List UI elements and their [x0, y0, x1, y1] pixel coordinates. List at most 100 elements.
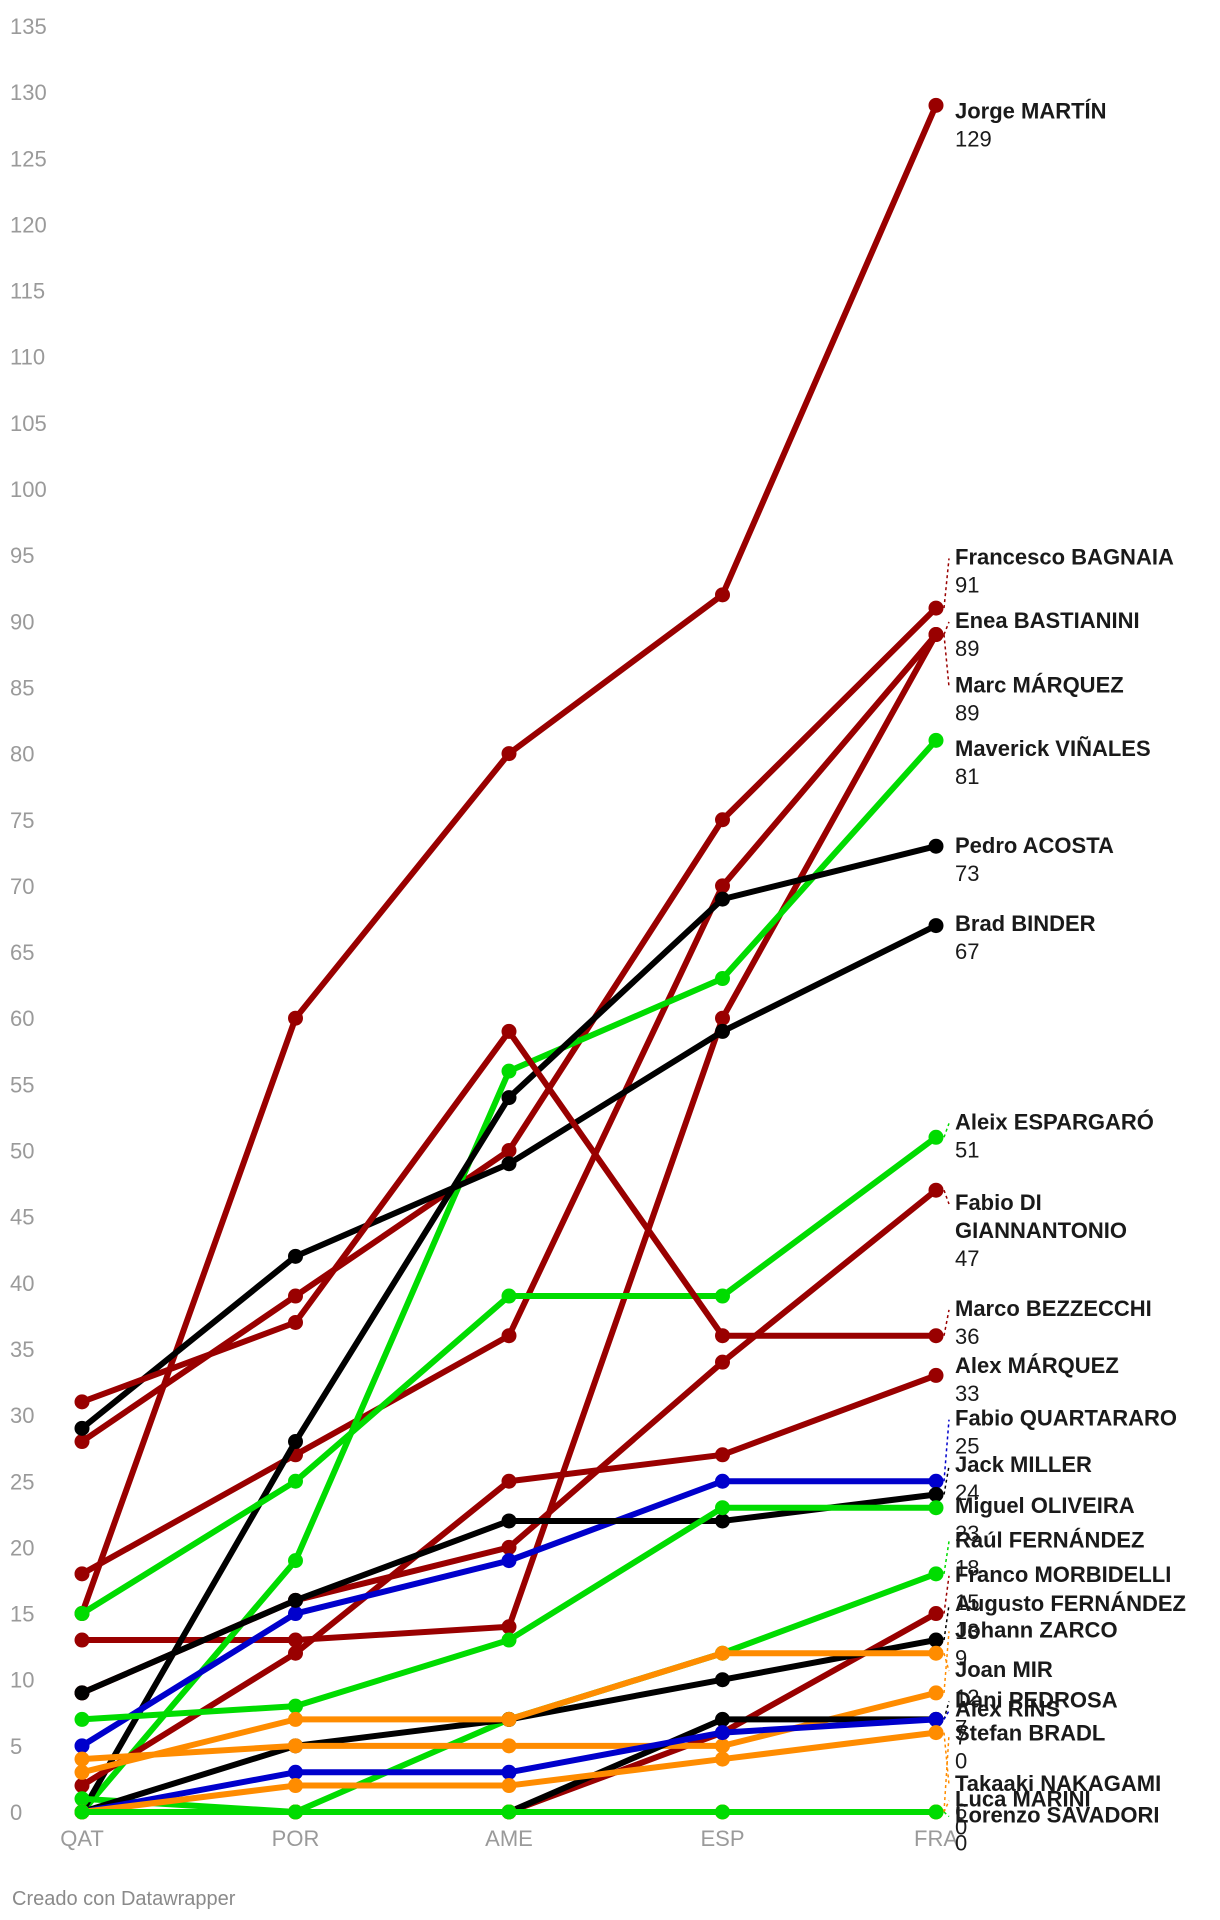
- data-point: [288, 1764, 303, 1780]
- series-value: 6: [955, 1799, 967, 1824]
- data-point: [715, 1672, 730, 1688]
- data-point: [501, 1513, 517, 1529]
- series-value: 15: [955, 1590, 979, 1615]
- data-point: [715, 1328, 730, 1344]
- series-maverick-vinales: [74, 732, 944, 1820]
- x-axis: QAT POR AME ESP FRA: [60, 1826, 958, 1851]
- series-name: Maverick VIÑALES: [955, 736, 1151, 761]
- y-tick-label: 120: [10, 212, 47, 237]
- series-takaaki-nakagami: [74, 1725, 944, 1820]
- series-line: [79, 1028, 939, 1405]
- series-name: Johann ZARCO: [955, 1617, 1118, 1642]
- y-tick-label: 110: [10, 345, 45, 370]
- data-point: [74, 1685, 90, 1701]
- data-point: [288, 1738, 303, 1754]
- x-tick-label: FRA: [914, 1826, 958, 1851]
- data-point: [715, 1804, 730, 1820]
- data-point: [74, 1434, 90, 1450]
- y-tick-label: 130: [10, 80, 47, 105]
- y-tick-label: 70: [10, 874, 34, 899]
- data-point: [74, 1394, 90, 1410]
- series-name: Marco BEZZECCHI: [955, 1296, 1152, 1321]
- label-leader: [943, 1800, 950, 1813]
- data-point: [501, 1143, 517, 1158]
- data-point: [715, 1725, 730, 1741]
- data-point: [928, 1645, 944, 1661]
- series-value: 9: [955, 1645, 967, 1670]
- series-francesco-bagnaia: [74, 600, 944, 1450]
- series-value: 0: [955, 1831, 967, 1856]
- series-alex-marquez: [74, 1367, 944, 1794]
- series-name: Franco MORBIDELLI: [955, 1562, 1171, 1587]
- label-leader: [943, 634, 950, 687]
- data-point: [288, 1698, 303, 1714]
- data-point: [928, 1711, 944, 1727]
- label-leader: [943, 1419, 950, 1482]
- y-tick-label: 40: [10, 1271, 34, 1296]
- series-label-enea-bastianini: Enea BASTIANINI 89: [955, 608, 1140, 661]
- y-tick-label: 95: [10, 543, 34, 568]
- y-tick-label: 115: [10, 279, 45, 304]
- series-value: 24: [955, 1480, 979, 1505]
- series-value: 23: [955, 1521, 979, 1546]
- y-tick-label: 0: [10, 1800, 22, 1825]
- data-point: [501, 1619, 517, 1635]
- data-point: [928, 1500, 944, 1516]
- series-name: Dani PEDROSA: [955, 1687, 1118, 1712]
- data-point: [715, 1010, 730, 1026]
- series-name: Francesco BAGNAIA: [955, 544, 1174, 569]
- data-point: [288, 1711, 303, 1727]
- label-leader: [943, 1123, 950, 1138]
- y-tick-label: 135: [10, 14, 47, 39]
- data-point: [928, 627, 944, 643]
- y-tick-label: 100: [10, 477, 47, 502]
- data-point: [501, 1738, 517, 1754]
- label-leader-lines: [943, 558, 950, 1818]
- series-lines: [74, 97, 944, 1820]
- data-point: [74, 1804, 90, 1820]
- data-point: [501, 1764, 517, 1780]
- series-value: 51: [955, 1137, 979, 1162]
- y-tick-label: 105: [10, 411, 47, 436]
- y-tick-label: 55: [10, 1072, 34, 1097]
- series-name: Joan MIR: [955, 1657, 1053, 1682]
- series-value: 0: [955, 1749, 967, 1774]
- data-point: [928, 1606, 944, 1622]
- data-point: [288, 1632, 303, 1648]
- y-tick-label: 25: [10, 1469, 34, 1494]
- y-axis: 0 5 10 15 20 25 30 35 40 45 50 55 60 65 70 75 80 85 90 95 10…: [10, 14, 47, 1825]
- series-value: 91: [955, 572, 979, 597]
- series-name: Pedro ACOSTA: [955, 833, 1114, 858]
- series-label-dani-pedrosa: Dani PEDROSA 7: [955, 1687, 1118, 1740]
- series-label-fabio-quartararo: Fabio QUARTARARO 25: [955, 1406, 1177, 1459]
- data-point: [288, 1434, 303, 1450]
- data-point: [928, 1632, 944, 1648]
- y-tick-label: 50: [10, 1139, 34, 1164]
- y-tick-label: 125: [10, 146, 47, 171]
- data-point: [288, 1592, 303, 1608]
- data-point: [501, 1473, 517, 1489]
- data-point: [288, 1473, 303, 1489]
- data-point: [715, 971, 730, 987]
- series-label-pedro-acosta: Pedro ACOSTA 73: [955, 833, 1114, 886]
- series-miguel-oliveira: [74, 1500, 944, 1727]
- series-value: 89: [955, 636, 979, 661]
- series-label-takaaki-nakagami: Takaaki NAKAGAMI 6: [955, 1771, 1161, 1824]
- data-point: [928, 97, 944, 113]
- series-name: Luca MARINI: [955, 1787, 1091, 1812]
- data-point: [288, 1010, 303, 1026]
- data-point: [928, 918, 944, 934]
- y-tick-label: 75: [10, 808, 34, 833]
- data-point: [74, 1778, 90, 1794]
- data-point: [74, 1420, 90, 1436]
- series-label-augusto-fernandez: Augusto FERNÁNDEZ 13: [955, 1591, 1186, 1644]
- data-point: [715, 812, 730, 828]
- series-name: Takaaki NAKAGAMI: [955, 1771, 1161, 1796]
- series-name: Marc MÁRQUEZ: [955, 673, 1124, 698]
- series-name: Raúl FERNÁNDEZ: [955, 1527, 1144, 1552]
- data-point: [928, 1566, 944, 1582]
- data-point: [74, 1738, 90, 1754]
- series-value: 12: [955, 1685, 979, 1710]
